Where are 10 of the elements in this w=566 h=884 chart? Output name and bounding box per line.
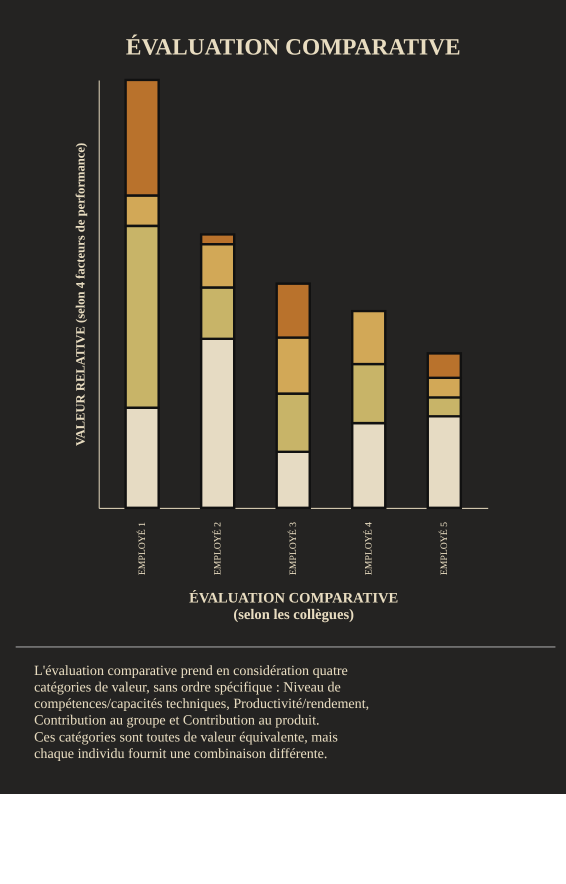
x-tick-label: EMPLOYÉ 3	[287, 522, 300, 576]
text: Ces catégories sont toutes de valeur équivalente, mais chaque individu fournit une combinaison différente.	[34, 729, 338, 762]
x-tick-label: EMPLOYÉ 2	[212, 522, 224, 576]
x-tick-label: EMPLOYÉ 1	[136, 522, 148, 576]
text: L'évaluation comparative prend en considération quatre catégories de valeur, sans ordre spécifique : Niveau de compétences/capacités techniques, Productivité/rendement, Contribution au groupe et Contribution au produit.	[34, 663, 370, 729]
y-axis-title: VALEUR RELATIVE (selon 4 facteurs de performance)	[74, 142, 88, 446]
x-axis-title: ÉVALUATION COMPARATIVE (selon les collègues)	[189, 589, 398, 623]
x-tick-label: EMPLOYÉ 5	[438, 522, 450, 576]
x-tick-label: EMPLOYÉ 4	[362, 522, 375, 576]
chart-title: ÉVALUATION COMPARATIVE	[126, 34, 461, 60]
